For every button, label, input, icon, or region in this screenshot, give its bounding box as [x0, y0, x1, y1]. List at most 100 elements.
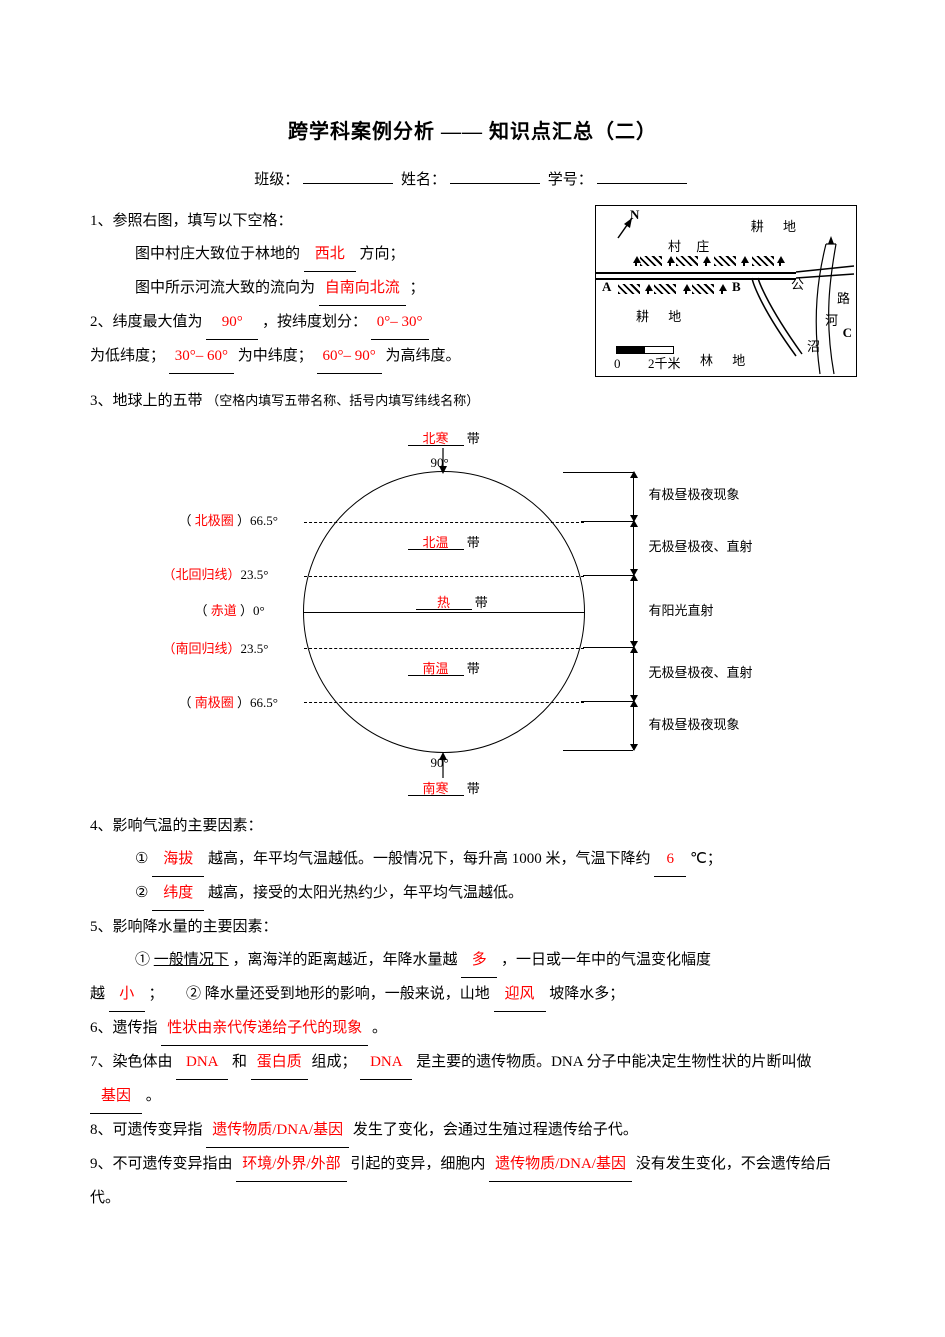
q1-l1-a: 图中村庄大致位于林地的	[135, 246, 300, 262]
q5-l2-d: 坡降水多；	[549, 986, 624, 1002]
q9-b: 引起的变异，细胞内	[350, 1156, 485, 1172]
q9-a: 9、不可遗传变异指由	[90, 1156, 233, 1172]
ans-equator: 赤道	[211, 603, 237, 618]
q7-d: 是主要的遗传物质。DNA 分子中能决定生物性状的片断叫做	[416, 1054, 811, 1070]
q2-ans2: 0°– 30°	[371, 306, 429, 340]
deg-tropic-n: 23.5°	[241, 567, 269, 582]
zone-nc-ans: 北寒	[408, 432, 464, 446]
swamp-label: 沼	[807, 340, 820, 353]
q4-l1-num: ①	[135, 851, 148, 867]
label-tropic-n: （北回归线）23.5°	[163, 568, 269, 581]
desc-polar-s: 有极昼极夜现象	[649, 718, 740, 731]
tick	[583, 575, 633, 576]
id-label: 学号：	[548, 172, 593, 188]
q5-l2-ans1: 小	[109, 978, 145, 1012]
q6-a: 6、遗传指	[90, 1020, 158, 1036]
deg-arctic-s: 66.5°	[250, 695, 278, 710]
zone-st-ans: 南温	[408, 662, 464, 676]
zone-north-cold: 北寒 带	[408, 432, 480, 446]
zone-sc-ans: 南寒	[408, 782, 464, 796]
scale-2km: 2千米	[648, 357, 681, 370]
q8-line: 8、可遗传变异指 遗传物质/DNA/基因 发生了变化，会通过生殖过程遗传给子代。	[90, 1114, 855, 1148]
zone-suffix5: 带	[467, 781, 480, 796]
zone-eq-ans: 热	[416, 596, 472, 610]
q1-l1-b: 方向；	[360, 246, 405, 262]
q5-l1-num: ①	[135, 952, 150, 968]
ans-tropic-s: 南回归线	[176, 641, 228, 656]
q8-a: 8、可遗传变异指	[90, 1122, 203, 1138]
lat-equator	[304, 612, 584, 613]
bracket-arrow	[633, 647, 634, 701]
q1-l1-ans: 西北	[304, 238, 356, 272]
q2-ans3: 30°– 60°	[169, 340, 234, 374]
q2-b: ，按纬度划分：	[262, 314, 367, 330]
q7-e: 。	[146, 1088, 161, 1104]
lat-arctic-s	[304, 702, 584, 703]
q3-note: （空格内填写五带名称、括号内填写纬线名称）	[206, 393, 479, 408]
q4-head: 4、影响气温的主要因素：	[90, 810, 855, 843]
q4-l1-b: 越高，年平均气温越低。一般情况下，每升高 1000 米，气温下降约	[208, 851, 651, 867]
desc-temp-n: 无极昼极夜、直射	[649, 540, 753, 553]
arrow-up-icon	[438, 752, 448, 778]
deg-equator: 0°	[253, 603, 265, 618]
q3-text: 3、地球上的五带	[90, 393, 203, 409]
deg-tropic-s: 23.5°	[241, 641, 269, 656]
lat-arctic-n	[304, 522, 584, 523]
label-tropic-s: （南回归线）23.5°	[163, 642, 269, 655]
student-info-line: 班级： 姓名： 学号：	[90, 164, 855, 197]
zone-south-cold: 南寒 带	[408, 782, 480, 796]
bracket-arrow	[633, 472, 634, 521]
tick	[581, 521, 633, 522]
scale-0: 0	[614, 357, 621, 370]
zone-suffix: 带	[467, 431, 480, 446]
desc-polar-n: 有极昼极夜现象	[649, 488, 740, 501]
q6-ans: 性状由亲代传递给子代的现象	[161, 1012, 368, 1046]
zone-suffix3: 带	[475, 595, 488, 610]
farmland-label-bottom: 耕 地	[636, 310, 689, 323]
globe-circle	[303, 471, 585, 753]
point-c-label: C	[843, 326, 852, 339]
q2-ans1: 90°	[206, 306, 258, 340]
forest-label: 林 地	[700, 354, 753, 367]
q9-line: 9、不可遗传变异指由 环境/外界/外部 引起的变异，细胞内 遗传物质/DNA/基…	[90, 1148, 855, 1215]
bracket-arrow	[633, 701, 634, 750]
q1-l2-a: 图中所示河流大致的流向为	[135, 280, 315, 296]
q5-l2-c: ② 降水量还受到地形的影响，一般来说，山地	[186, 986, 490, 1002]
class-label: 班级：	[254, 172, 299, 188]
scale-bar	[616, 346, 674, 354]
class-blank	[303, 168, 393, 184]
q7-ans1: DNA	[176, 1046, 228, 1080]
q5-l1-b: 一般情况下	[154, 952, 229, 968]
q7-c: 组成；	[312, 1054, 357, 1070]
q4-l1-ans2: 6	[654, 843, 686, 877]
lat-tropic-n	[304, 576, 584, 577]
zone-suffix2: 带	[467, 535, 480, 550]
label-equator: （ 赤道 ）0°	[195, 604, 265, 617]
q5-l2-ans2: 迎风	[494, 978, 546, 1012]
id-blank	[597, 168, 687, 184]
zone-nt-ans: 北温	[408, 536, 464, 550]
q2-e: 为高纬度。	[386, 348, 461, 364]
bracket-arrow	[633, 521, 634, 575]
q6-b: 。	[372, 1020, 387, 1036]
q7-line: 7、染色体由 DNA 和 蛋白质 组成； DNA 是主要的遗传物质。DNA 分子…	[90, 1046, 855, 1114]
q5-l2-b: ；	[149, 986, 164, 1002]
page-title: 跨学科案例分析 —— 知识点汇总（二）	[90, 110, 855, 154]
q9-ans1: 环境/外界/外部	[236, 1148, 346, 1182]
q1-l2-b: ；	[410, 280, 425, 296]
q5-l1-ans1: 多	[461, 944, 497, 978]
q4-l1-ans1: 海拔	[152, 843, 204, 877]
q2-c: 为低纬度；	[90, 348, 165, 364]
q4-l2-b: 越高，接受的太阳光热约少，年平均气温越低。	[208, 885, 523, 901]
ans-tropic-n: 北回归线	[176, 567, 228, 582]
q4-line1: ① 海拔 越高，年平均气温越低。一般情况下，每升高 1000 米，气温下降约 6…	[90, 843, 855, 877]
globe-diagram: 北寒 带 90° （ 北极圈 ）66.5° （北回归线）23.5° （ 赤道 ）…	[163, 426, 783, 806]
q5-line1: ① 一般情况下 ，离海洋的距离越近，年降水量越 多 ，一日或一年中的气温变化幅度	[90, 944, 855, 978]
q7-ans2: 蛋白质	[251, 1046, 308, 1080]
tick	[583, 647, 633, 648]
q4-l2-ans: 纬度	[152, 877, 204, 911]
q4-l1-c: ℃；	[690, 851, 722, 867]
lat-tropic-s	[304, 648, 584, 649]
q9-ans2: 遗传物质/DNA/基因	[489, 1148, 632, 1182]
worksheet-page: 跨学科案例分析 —— 知识点汇总（二） 班级： 姓名： 学号： N 耕 地 村 …	[0, 0, 945, 1337]
